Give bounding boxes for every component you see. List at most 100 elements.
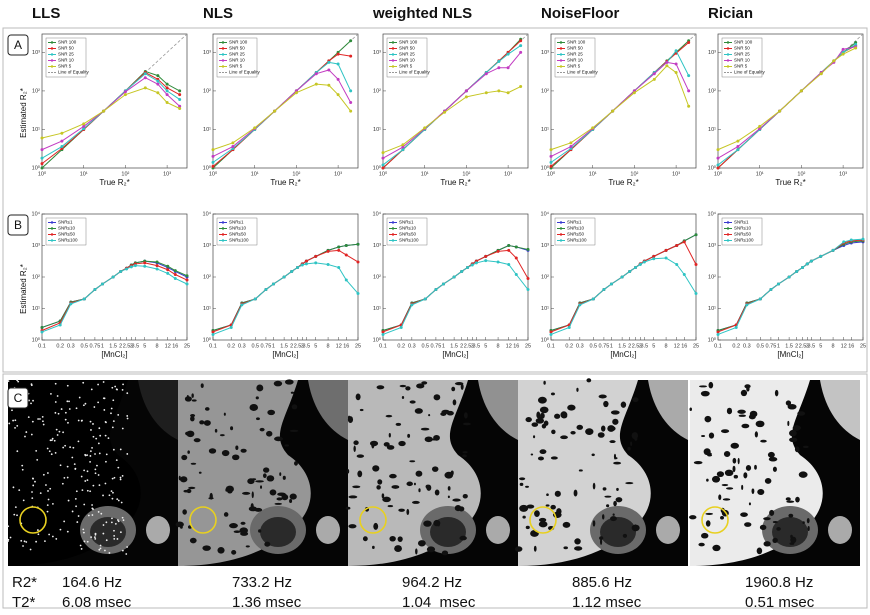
x-tick-label: 25 [860,343,866,349]
point [519,85,523,89]
legend-label: Line of Equality [229,70,261,75]
speckle [69,446,72,449]
speckle [117,499,120,502]
vessel [630,441,633,446]
y-tick-label: 10² [373,274,381,280]
point [231,141,235,145]
vessel [540,412,545,419]
x-tick-label: 5 [819,343,822,349]
point [801,266,805,270]
speckle [77,515,80,517]
point [609,282,613,286]
x-tick-label: 3.5 [303,343,311,349]
vessel [239,527,248,534]
x-tick-label: 10⁰ [38,170,47,177]
vessel [759,524,767,530]
vessel [586,378,592,383]
x-tick-label: 10⁰ [547,170,556,177]
roi-circle [19,506,47,534]
vessel [754,464,757,470]
point [578,303,582,307]
speckle [83,540,86,543]
point [842,240,846,244]
speckle [102,494,104,497]
column-title: LLS [32,5,60,22]
vessel [802,445,809,449]
point [484,72,488,76]
point [664,248,668,252]
legend-label: SNR≤50 [58,232,75,237]
speckle [67,499,70,502]
legend-box [554,37,596,78]
legend-label: SNR≤10 [567,226,584,231]
x-tick-label: 0.3 [238,343,246,349]
speckle [112,420,115,423]
speckle [116,538,119,540]
vessel [294,461,298,466]
vessel [631,432,639,440]
x-tick-label: 2.5 [294,343,302,349]
point [652,77,656,81]
vessel [191,393,194,398]
speckle [98,548,101,551]
vessel [223,412,226,416]
vessel [574,538,581,545]
speckle [51,437,54,440]
vessel [711,475,721,483]
vessel [395,422,402,426]
point [716,332,720,336]
vessel [792,425,801,431]
vessel [530,453,534,456]
y-tick-label: 10⁰ [32,336,41,343]
speckle [89,460,91,463]
x-axis-label: [MnCl₂] [101,350,127,359]
point [745,303,749,307]
vessel [726,407,733,415]
legend-marker [50,59,54,62]
speckle [34,480,36,483]
vessel [398,508,405,512]
legend-marker [50,239,54,242]
spleen [820,380,860,440]
spleen [648,380,688,440]
vessel [726,487,734,490]
vessel [554,413,561,419]
vessel [704,415,712,423]
point [665,64,669,68]
point [125,267,129,271]
point [549,330,553,334]
vessel [267,409,276,416]
speckle [90,388,93,391]
speckle [97,383,100,386]
x-axis-label: True R₂* [270,178,300,187]
point [758,297,762,301]
row-label: R2* [12,574,37,591]
legend-label: SNR 25 [567,52,583,57]
x-tick-label: 0.5 [421,343,429,349]
vessel [708,432,715,439]
vessel [441,409,450,414]
point [337,245,341,249]
vessel [525,485,530,488]
series-line [550,257,697,335]
vessel [721,429,730,434]
vessel [607,425,615,432]
vessel [451,386,456,392]
y-tick-label: 10² [32,274,40,280]
point [290,269,294,273]
vessel [377,479,383,485]
speckle [94,468,97,471]
legend-marker [50,227,54,230]
vessel [740,389,748,397]
point [716,330,720,334]
vessel [356,454,365,458]
x-tick-label: 10² [292,171,300,177]
panel-label-box [7,387,29,409]
point [185,278,189,282]
x-tick-label: 0.75 [599,343,610,349]
legend-label: SNR≤100 [58,238,78,243]
vessel [199,420,205,425]
x-tick-label: 8 [665,343,668,349]
speckle [121,516,124,519]
y-tick-label: 10³ [373,50,381,56]
